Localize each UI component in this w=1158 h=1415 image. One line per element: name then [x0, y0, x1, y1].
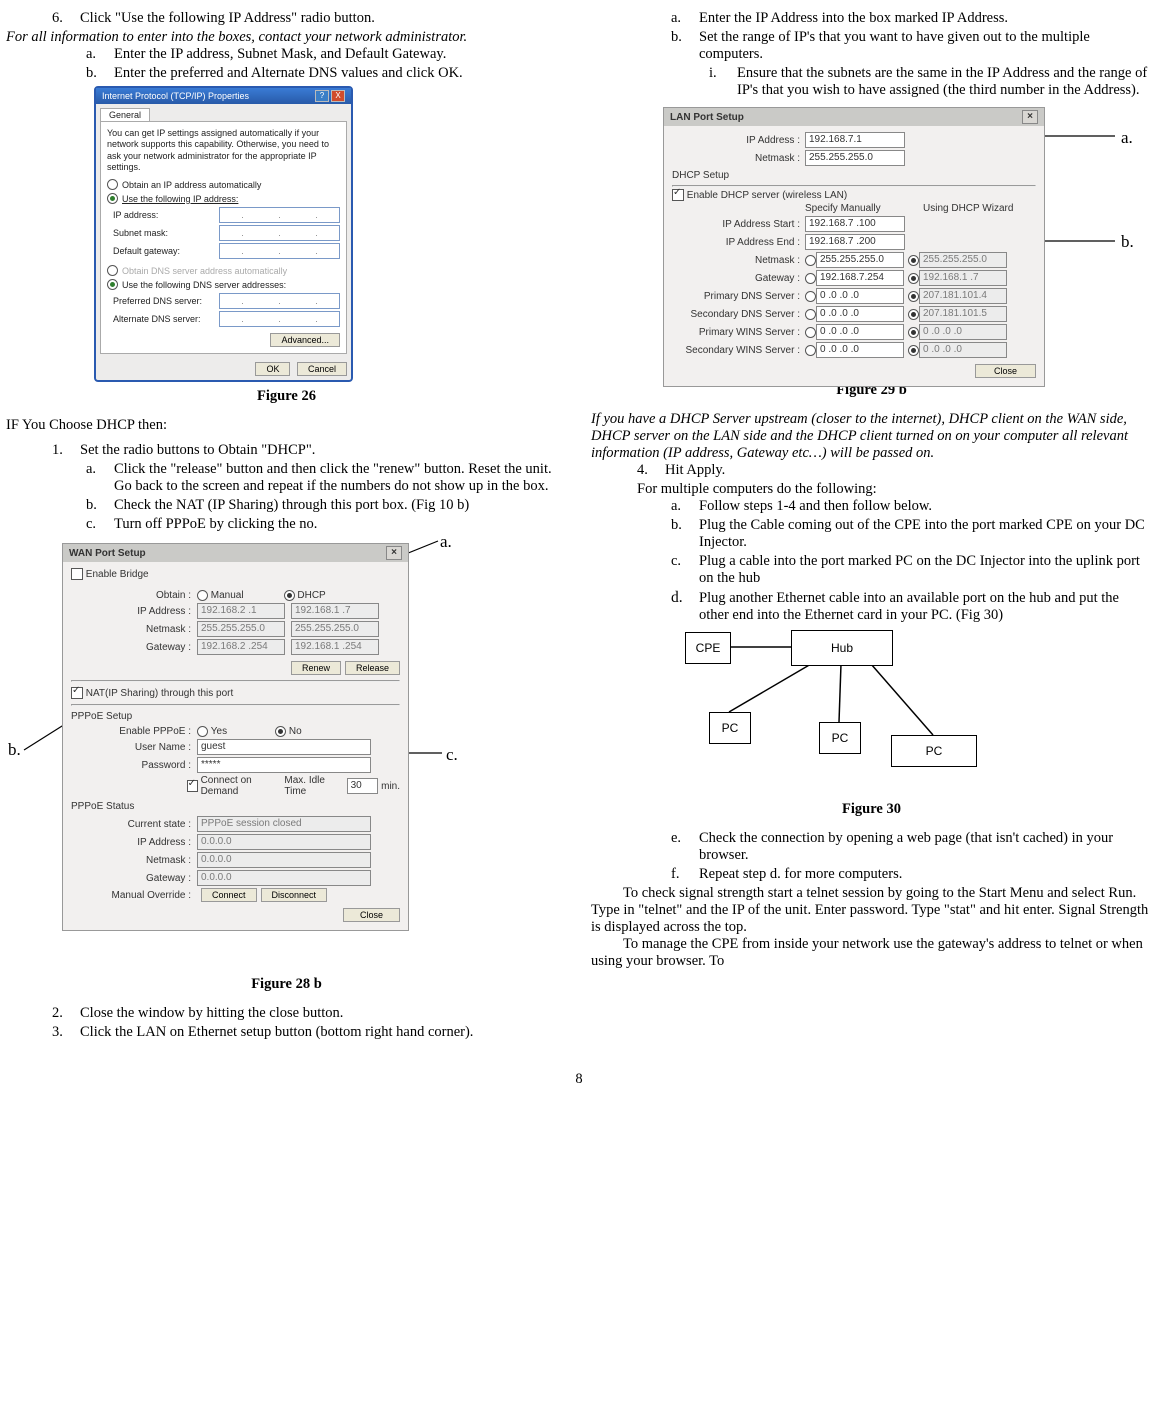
- disconnect-button[interactable]: Disconnect: [261, 888, 328, 902]
- ok-button[interactable]: OK: [255, 362, 290, 376]
- step3: 3.Click the LAN on Ethernet setup button…: [6, 1024, 567, 1041]
- hub-box: Hub: [791, 630, 893, 666]
- tcpip-dialog: Internet Protocol (TCP/IP) Properties ?X…: [94, 86, 353, 382]
- figure-26-caption: Figure 26: [6, 388, 567, 405]
- me: e.Check the connection by opening a web …: [591, 830, 1152, 864]
- figure-28b-caption: Figure 28 b: [6, 976, 567, 993]
- multi-heading: For multiple computers do the following:: [591, 481, 1152, 498]
- enable-dhcp-server[interactable]: Enable DHCP server (wireless LAN): [672, 189, 1036, 201]
- 1a: a.Click the "release" button and then cl…: [6, 461, 567, 495]
- md: d.Plug another Ethernet cable into an av…: [591, 589, 1152, 624]
- step4: 4.Hit Apply.: [591, 462, 1152, 479]
- pppoe-pass[interactable]: *****: [197, 757, 371, 773]
- wan-port-setup-dialog: WAN Port Setup × Enable Bridge Obtain : M…: [62, 543, 409, 931]
- obtain-dns-auto-radio: Obtain DNS server address automatically: [107, 265, 340, 276]
- r-b: b.Set the range of IP's that you want to…: [591, 29, 1152, 63]
- tcpip-title: Internet Protocol (TCP/IP) Properties: [102, 91, 249, 101]
- 6b: b.Enter the preferred and Alternate DNS …: [6, 65, 567, 82]
- connect-button[interactable]: Connect: [201, 888, 257, 902]
- general-tab[interactable]: General: [100, 108, 150, 121]
- lan-ip[interactable]: 192.168.7.1: [805, 132, 905, 148]
- renew-button[interactable]: Renew: [291, 661, 341, 675]
- lan-netmask[interactable]: 255.255.255.0: [805, 150, 905, 166]
- cancel-button[interactable]: Cancel: [297, 362, 347, 376]
- wan-ip-dhcp: 192.168.1 .7: [291, 603, 379, 619]
- tcpip-desc: You can get IP settings assigned automat…: [107, 128, 340, 173]
- cpe-box: CPE: [685, 632, 731, 664]
- ma: a.Follow steps 1-4 and then follow below…: [591, 498, 1152, 515]
- use-following-ip-radio[interactable]: Use the following IP address:: [107, 193, 340, 204]
- dhcp-step1: 1.Set the radio buttons to Obtain "DHCP"…: [6, 442, 567, 459]
- advanced-button[interactable]: Advanced...: [270, 333, 340, 347]
- ip-address-field[interactable]: IP address:...: [107, 207, 340, 223]
- 6a: a.Enter the IP address, Subnet Mask, and…: [6, 46, 567, 63]
- mf: f.Repeat step d. for more computers.: [591, 866, 1152, 883]
- step2: 2.Close the window by hitting the close …: [6, 1005, 567, 1022]
- pc-box-1: PC: [709, 712, 751, 744]
- r-a: a.Enter the IP Address into the box mark…: [591, 10, 1152, 27]
- mb: b.Plug the Cable coming out of the CPE i…: [591, 517, 1152, 551]
- idle-time[interactable]: 30: [347, 778, 379, 794]
- pref-dns-field[interactable]: Preferred DNS server:...: [107, 293, 340, 309]
- alt-dns-field[interactable]: Alternate DNS server:...: [107, 311, 340, 327]
- pc-box-2: PC: [819, 722, 861, 754]
- pc-box-3: PC: [891, 735, 977, 767]
- page-number: 8: [6, 1071, 1152, 1088]
- release-button[interactable]: Release: [345, 661, 400, 675]
- enable-bridge[interactable]: Enable Bridge: [71, 568, 400, 580]
- default-gateway-field[interactable]: Default gateway:...: [107, 243, 340, 259]
- pppoe-section: PPPoE Setup: [71, 711, 400, 722]
- ip-end[interactable]: 192.168.7 .200: [805, 234, 905, 250]
- wan-ip-manual: 192.168.2 .1: [197, 603, 285, 619]
- 1c: c.Turn off PPPoE by clicking the no.: [6, 516, 567, 533]
- pppoe-user[interactable]: guest: [197, 739, 371, 755]
- r-bi: i.Ensure that the subnets are the same i…: [591, 65, 1152, 99]
- use-following-dns-radio[interactable]: Use the following DNS server addresses:: [107, 279, 340, 290]
- close-icon[interactable]: ×: [1022, 110, 1038, 124]
- enable-pppoe-row[interactable]: Enable PPPoE : Yes No: [71, 726, 400, 737]
- hub-diagram: CPE Hub PC PC PC: [681, 630, 971, 795]
- manage-cpe-para: To manage the CPE from inside your netwo…: [591, 936, 1152, 970]
- mc: c.Plug a cable into the port marked PC o…: [591, 553, 1152, 587]
- step-6: 6. Click "Use the following IP Address" …: [6, 10, 567, 27]
- tcpip-titlebar: Internet Protocol (TCP/IP) Properties ?X: [96, 88, 351, 104]
- nat-checkbox[interactable]: NAT(IP Sharing) through this port: [71, 687, 400, 699]
- figure-30-caption: Figure 30: [591, 801, 1152, 818]
- dhcp-section: DHCP Setup: [672, 170, 1036, 181]
- connect-on-demand[interactable]: [187, 780, 198, 792]
- window-buttons[interactable]: ?X: [315, 90, 345, 102]
- obtain-row[interactable]: Obtain : Manual DHCP: [71, 590, 400, 601]
- close-icon[interactable]: ×: [386, 546, 402, 560]
- dhcp-heading: IF You Choose DHCP then:: [6, 417, 567, 434]
- wan-title: WAN Port Setup: [69, 548, 146, 559]
- lan-port-setup-dialog: LAN Port Setup× IP Address :192.168.7.1 …: [663, 107, 1045, 387]
- lan-title: LAN Port Setup: [670, 112, 744, 123]
- lan-close-button[interactable]: Close: [975, 364, 1036, 378]
- ip-start[interactable]: 192.168.7 .100: [805, 216, 905, 232]
- subnet-mask-field[interactable]: Subnet mask:...: [107, 225, 340, 241]
- dhcp-note: If you have a DHCP Server upstream (clos…: [591, 411, 1152, 462]
- admin-note: For all information to enter into the bo…: [6, 29, 567, 46]
- obtain-auto-radio[interactable]: Obtain an IP address automatically: [107, 179, 340, 190]
- signal-strength-para: To check signal strength start a telnet …: [591, 885, 1152, 936]
- 1b: b.Check the NAT (IP Sharing) through thi…: [6, 497, 567, 514]
- close-button[interactable]: Close: [343, 908, 400, 922]
- pppoe-status-section: PPPoE Status: [71, 801, 400, 812]
